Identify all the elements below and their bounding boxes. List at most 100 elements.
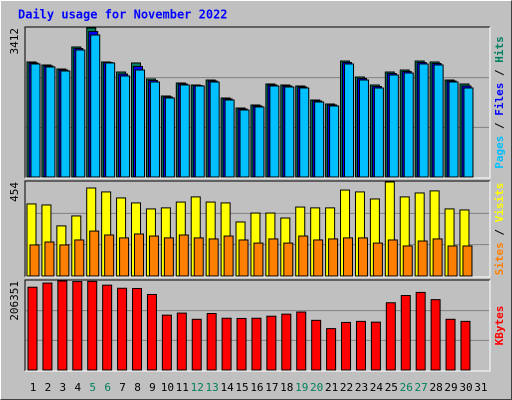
x-tick-label: 18: [280, 381, 293, 394]
bar: [463, 87, 474, 178]
bar: [358, 79, 369, 178]
bar: [164, 97, 175, 178]
bar: [105, 62, 116, 178]
bar: [149, 81, 160, 178]
bar: [161, 314, 172, 371]
legend: KBytes: [493, 306, 506, 346]
bar: [117, 287, 128, 371]
bar: [119, 237, 130, 277]
bar: [460, 320, 471, 371]
x-tick-label: 23: [355, 381, 368, 394]
bar: [146, 293, 157, 371]
x-tick-label: 3: [60, 381, 67, 394]
bar: [178, 234, 189, 277]
legend-entry: Sites: [493, 242, 506, 275]
x-tick-label: 31: [474, 381, 487, 394]
bar: [191, 318, 202, 371]
legend-separator: /: [493, 116, 506, 136]
x-tick-label: 4: [74, 381, 81, 394]
bar: [194, 85, 205, 178]
x-tick-label: 7: [119, 381, 126, 394]
bar: [296, 311, 307, 371]
bar: [343, 237, 354, 277]
bar: [60, 70, 71, 178]
bar: [418, 63, 429, 178]
bar: [283, 242, 294, 277]
x-tick-label: 27: [415, 381, 428, 394]
x-tick-label: 2: [45, 381, 52, 394]
bar: [72, 281, 83, 371]
y-tick-label: 206351: [8, 281, 21, 321]
bar: [326, 328, 337, 371]
bar: [445, 318, 456, 371]
bar: [45, 66, 56, 178]
x-tick-label: 10: [161, 381, 174, 394]
bar: [372, 242, 383, 277]
bar: [417, 240, 428, 277]
panel-border: [25, 280, 491, 372]
bar: [42, 282, 53, 371]
legend-entry: Visits: [493, 183, 506, 223]
bar: [430, 299, 441, 371]
bar: [403, 72, 414, 178]
bar: [370, 321, 381, 371]
bar: [30, 63, 41, 178]
bar: [238, 239, 249, 277]
y-tick-label: 454: [8, 182, 21, 202]
bar: [89, 230, 100, 277]
x-tick-label: 19: [295, 381, 308, 394]
bar: [44, 241, 55, 277]
panel-border: [25, 181, 491, 278]
bar: [314, 101, 325, 178]
bar: [223, 235, 234, 277]
bar: [344, 63, 355, 178]
panel-border: [25, 27, 491, 179]
bar: [74, 239, 85, 277]
x-tick-label: 20: [310, 381, 323, 394]
bar: [208, 238, 219, 277]
x-tick-label: 13: [206, 381, 219, 394]
bar: [447, 245, 458, 277]
bar: [75, 49, 86, 178]
bar: [176, 312, 187, 371]
legend-separator: /: [493, 222, 506, 242]
bar: [102, 284, 113, 371]
bar: [27, 286, 38, 371]
y-tick-label: 3412: [8, 28, 21, 55]
bar: [221, 317, 232, 371]
bar: [269, 85, 280, 178]
x-tick-label: 16: [250, 381, 263, 394]
bar: [224, 99, 235, 178]
panel-border: [24, 279, 490, 371]
bar: [209, 81, 220, 178]
bar: [254, 106, 265, 178]
bar: [239, 109, 250, 178]
x-tick-label: 12: [191, 381, 204, 394]
bar: [132, 287, 143, 371]
bar: [298, 235, 309, 277]
bar: [355, 320, 366, 371]
panel-border: [24, 180, 490, 277]
x-tick-label: 30: [459, 381, 472, 394]
x-tick-label: 14: [220, 381, 234, 394]
bar: [266, 315, 277, 371]
bar: [387, 239, 398, 277]
legend-entry: KBytes: [493, 306, 506, 346]
bar: [135, 69, 146, 178]
bar: [87, 280, 98, 371]
x-tick-label: 24: [370, 381, 384, 394]
legend-entry: Hits: [493, 36, 506, 63]
x-tick-label: 9: [149, 381, 156, 394]
bar: [120, 75, 131, 178]
x-tick-label: 8: [134, 381, 141, 394]
bar: [281, 313, 292, 371]
chart-title: Daily usage for November 2022: [18, 8, 228, 22]
bar: [433, 64, 444, 178]
bar: [328, 238, 339, 277]
x-tick-label: 29: [444, 381, 457, 394]
bar: [253, 242, 264, 277]
x-tick-label: 21: [325, 381, 338, 394]
bar: [268, 238, 279, 277]
bar: [341, 321, 352, 371]
